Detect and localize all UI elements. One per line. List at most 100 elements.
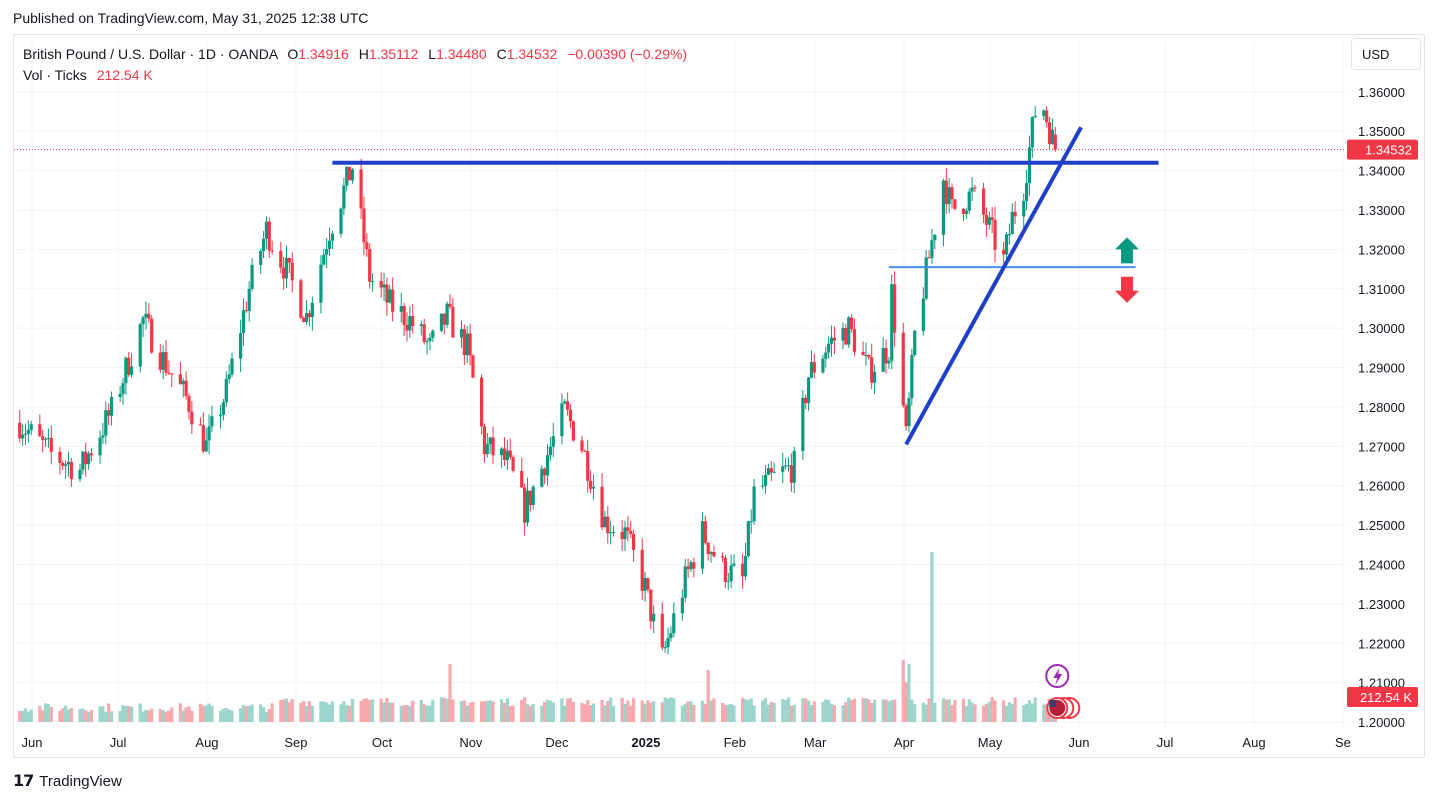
candle-body <box>643 578 647 591</box>
volume-bar <box>66 709 71 722</box>
time-tick-label: Mar <box>804 735 827 750</box>
candle-body <box>640 549 644 591</box>
volume-bar <box>640 700 644 722</box>
volume-bar <box>643 703 647 722</box>
volume-bar <box>428 705 432 722</box>
candle-body <box>141 317 145 325</box>
volume-bar <box>422 704 426 722</box>
volume-bar <box>184 707 188 722</box>
candle-body <box>1030 117 1034 148</box>
candle-body <box>69 461 73 480</box>
volume-bar <box>827 700 831 722</box>
candle-body <box>402 306 406 326</box>
candle-body <box>147 313 151 319</box>
volume-bar <box>287 702 291 722</box>
volume-bar <box>620 697 624 722</box>
candle-body <box>158 352 162 370</box>
volume-bar <box>723 704 727 722</box>
candle-body <box>904 405 908 427</box>
candle-body <box>230 358 234 375</box>
volume-bar <box>1024 703 1029 722</box>
volume-bar <box>264 711 269 722</box>
volume-bar <box>540 705 544 722</box>
volume-bar <box>964 705 968 722</box>
candle-body <box>1007 234 1011 236</box>
candle-body <box>792 451 796 483</box>
volume-bar <box>170 707 174 722</box>
volume-bar <box>86 711 91 722</box>
candle-body <box>210 416 214 427</box>
candle-body <box>187 396 191 412</box>
candle-body <box>250 264 254 289</box>
volume-bar <box>502 702 507 722</box>
volume-bar <box>29 709 33 722</box>
volume-bar <box>844 702 848 722</box>
candle-body <box>227 374 231 379</box>
candle-body <box>850 317 854 330</box>
volume-bar <box>1027 700 1032 722</box>
candle-body <box>1024 183 1029 202</box>
candle-body <box>41 436 45 440</box>
symbol-title[interactable]: British Pound / U.S. Dollar · 1D · OANDA <box>23 46 278 62</box>
volume-bar <box>307 700 312 722</box>
volume-label[interactable]: Vol · Ticks <box>23 67 87 83</box>
volume-bar <box>852 698 857 722</box>
volume-bar <box>884 699 888 722</box>
candle-body <box>345 166 349 186</box>
open-value: 1.34916 <box>298 46 349 62</box>
volume-bar <box>953 699 957 722</box>
candle-body <box>1004 234 1009 255</box>
candle-body <box>741 563 745 577</box>
volume-bar <box>841 705 845 722</box>
volume-bar <box>520 699 524 722</box>
volume-bar <box>279 700 283 722</box>
volume-bar <box>809 704 814 722</box>
candle-body <box>379 281 383 288</box>
volume-bar <box>652 701 656 722</box>
candle-body <box>844 327 848 345</box>
candle-body <box>471 355 475 378</box>
candle-body <box>961 208 966 214</box>
volume-bar <box>388 702 392 722</box>
volume-bar <box>973 704 977 722</box>
time-tick-label: Jun <box>1069 735 1090 750</box>
candle-body <box>121 383 125 395</box>
volume-bar <box>766 704 771 722</box>
candle-body <box>86 453 91 465</box>
time-tick-label: Jul <box>110 735 127 750</box>
candle-body <box>913 330 917 355</box>
price-tick-label: 1.35000 <box>1358 124 1405 139</box>
candle-body <box>568 409 573 422</box>
candle-body <box>870 357 874 383</box>
volume-bar <box>304 705 309 722</box>
candle-body <box>408 316 412 331</box>
candle-body <box>247 288 251 312</box>
candle-body <box>29 424 33 430</box>
volume-bar <box>247 705 251 722</box>
candle-body <box>1022 201 1026 217</box>
time-tick-label: Sep <box>284 735 307 750</box>
candle-body <box>81 451 85 470</box>
volume-bar <box>1002 700 1006 722</box>
volume-bar <box>399 705 403 722</box>
candle-body <box>84 451 88 465</box>
candle-body <box>933 234 937 241</box>
candle-body <box>462 329 466 356</box>
candle-body <box>761 485 765 487</box>
price-tick-label: 1.31000 <box>1358 282 1405 297</box>
volume-bar <box>419 699 423 722</box>
candle-body <box>451 306 455 338</box>
candle-body <box>239 333 243 359</box>
candle-body <box>586 451 590 481</box>
candle-body <box>921 298 925 331</box>
candle-body <box>23 433 28 435</box>
volume-bar <box>741 697 745 722</box>
volume-bar <box>270 703 274 722</box>
candle-body <box>491 437 495 456</box>
volume-bar <box>482 701 487 722</box>
candle-body <box>500 448 504 456</box>
volume-bar <box>990 697 994 722</box>
candle-body <box>930 240 934 258</box>
currency-button[interactable]: USD <box>1351 38 1421 70</box>
